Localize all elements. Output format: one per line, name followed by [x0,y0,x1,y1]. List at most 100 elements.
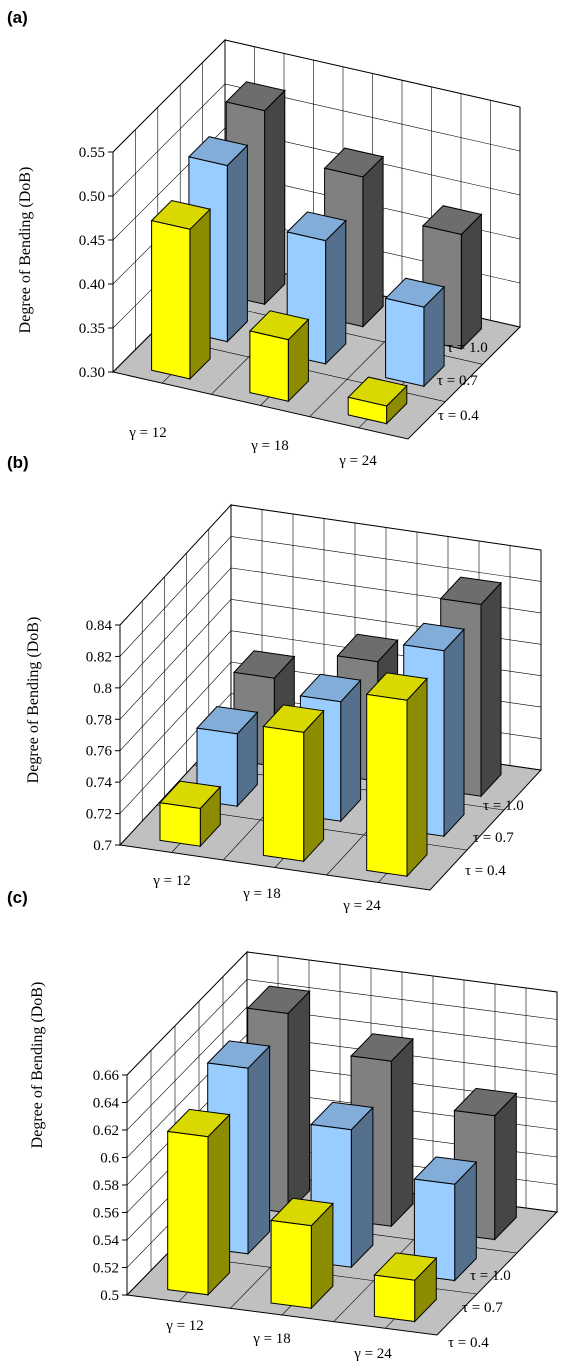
bar-front [151,219,191,380]
y-axis-label: Degree of Bending (DoB) [25,617,42,784]
gridline [112,83,521,197]
bar-front [347,396,388,425]
bar-side [264,89,286,306]
y-tick-label: 0.55 [79,145,105,161]
y-tick-label: 0.8 [93,681,112,697]
series-label: τ = 0.4 [465,863,506,879]
bar-side [350,1106,374,1269]
bar [365,672,429,878]
bar-side [390,1037,414,1228]
bar-side [340,678,362,823]
bar-front [385,297,425,387]
gridline [119,536,542,657]
bar-side [443,627,465,838]
bar-side [406,677,428,878]
y-tick-label: 0.54 [93,1233,120,1249]
y-tick-label: 0.66 [93,1068,120,1084]
y-tick-label: 0.84 [86,618,113,634]
bar-front [366,693,408,877]
y-tick-label: 0.30 [79,365,105,381]
series-label: τ = 0.7 [473,830,514,846]
panel-label: (a) [7,8,28,27]
bar-side [460,213,482,351]
y-tick-label: 0.6 [100,1151,119,1167]
bar-front [373,1274,416,1323]
bar [413,1156,478,1282]
series-label: τ = 0.4 [448,1335,489,1351]
chart-panel: (a) 0.30 0.35 0.40 0.45 0.50 0.55 Degree of Ben… [7,8,521,469]
bar-side [325,219,347,366]
bar-side [189,207,211,381]
chart-panel: (b) 0.7 0.72 0.74 0.76 0.78 0.8 0.82 0.84 Degree … [7,453,543,914]
y-tick-label: 0.58 [93,1178,119,1194]
gridline [126,1034,558,1158]
y-tick-label: 0.76 [86,744,113,760]
x-category-label: γ = 24 [338,453,377,469]
series-label: τ = 0.4 [438,408,479,424]
bar-side [247,1044,271,1256]
y-axis-label: Degree of Bending (DoB) [17,167,34,334]
series-label: τ = 1.0 [470,1268,511,1284]
y-tick-label: 0.5 [100,1288,119,1304]
y-tick-label: 0.7 [93,838,112,854]
series-label: τ = 1.0 [447,340,488,356]
chart-panel: (c) 0.5 0.52 0.54 0.56 0.58 0.6 0.62 0.64 0.66 Deg… [7,888,559,1362]
x-category-label: γ = 18 [252,1331,291,1347]
y-tick-label: 0.50 [79,189,105,205]
bar [248,310,310,403]
bar [373,1252,438,1323]
gridline [119,504,542,626]
y-tick-label: 0.72 [86,807,112,823]
gridline [112,127,521,241]
panel-label: (b) [7,453,29,472]
x-category-label: γ = 12 [128,425,167,441]
bar-side [226,144,248,343]
gridline [126,979,558,1103]
series-label: τ = 1.0 [483,798,524,814]
x-category-label: γ = 24 [342,898,381,914]
series-label: τ = 0.7 [437,373,478,389]
gridline [119,567,542,689]
bar-side [303,709,325,863]
y-tick-label: 0.56 [93,1206,120,1222]
y-axis-label: Degree of Bending (DoB) [29,982,46,1149]
bar-front [413,1178,456,1282]
bar [262,704,325,863]
bar [158,780,222,848]
x-category-label: γ = 18 [242,886,281,902]
gridline [126,1006,558,1131]
bar-side [207,1113,231,1297]
bar [384,277,446,388]
x-category-label: γ = 24 [353,1346,392,1362]
y-tick-label: 0.74 [86,775,113,791]
y-tick-label: 0.45 [79,233,105,249]
bar [270,1197,334,1310]
bar-front [167,1130,209,1296]
series-label: τ = 0.7 [462,1300,503,1316]
x-category-label: γ = 12 [152,873,191,889]
x-category-label: γ = 12 [165,1318,204,1334]
bar [150,199,212,381]
y-tick-label: 0.35 [79,321,105,337]
bar-side [494,1092,517,1241]
bar-side [480,581,502,798]
bar-side [362,155,384,328]
bar-front [270,1219,312,1309]
y-tick-label: 0.52 [93,1261,119,1277]
bar-front [249,330,289,402]
x-category-label: γ = 18 [250,438,289,454]
bar-front [262,725,305,862]
bar [166,1108,231,1297]
bar-side [287,990,311,1215]
y-tick-label: 0.40 [79,277,105,293]
gridline [126,951,558,1076]
panel-label: (c) [7,888,28,907]
bar [347,376,408,425]
gridline [112,39,521,153]
y-tick-label: 0.82 [86,649,112,665]
y-tick-label: 0.78 [86,712,112,728]
y-tick-label: 0.62 [93,1123,119,1139]
y-tick-label: 0.64 [93,1096,120,1112]
bar-front [159,802,201,847]
